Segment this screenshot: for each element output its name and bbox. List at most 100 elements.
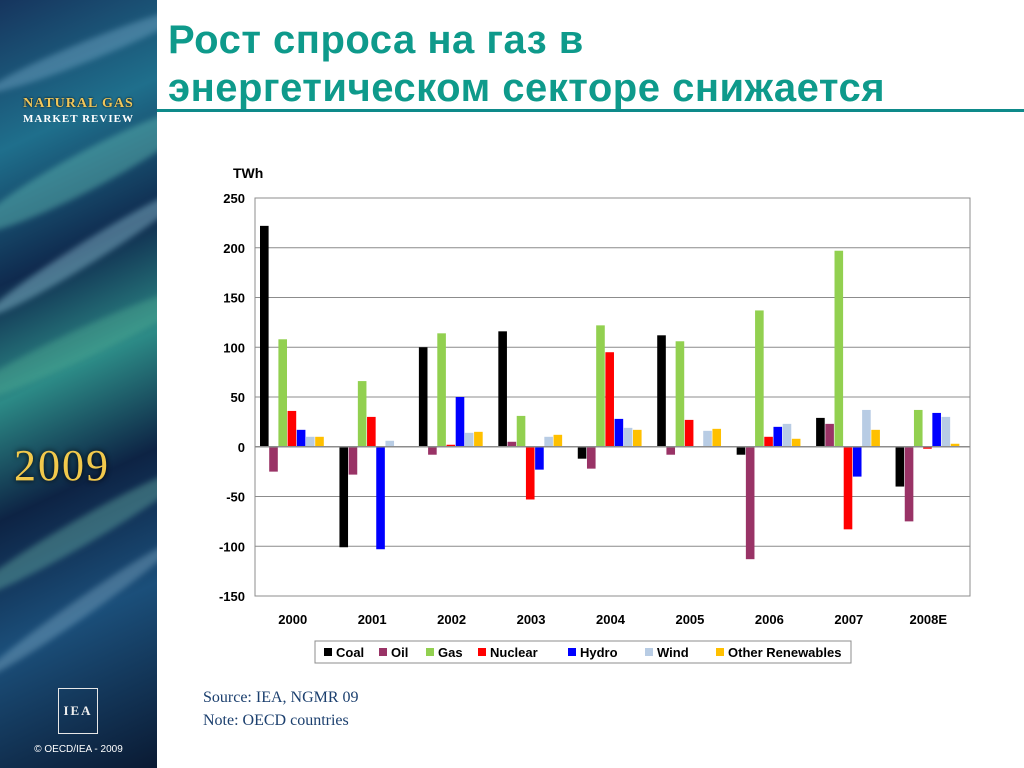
bar (357, 381, 367, 447)
title-line-1: Рост спроса на газ в (168, 18, 584, 62)
y-tick-label: 200 (223, 241, 245, 256)
bar (773, 426, 783, 447)
title-line-2: энергетическом секторе снижается (168, 66, 886, 110)
bar (306, 436, 315, 447)
legend-label: Gas (438, 645, 463, 660)
bar (535, 446, 544, 470)
legend-label: Other Renewables (728, 645, 841, 660)
edition-year: 2009 (14, 441, 110, 490)
bar (525, 446, 535, 500)
copyright-text: © OECD/IEA - 2009 (34, 744, 123, 755)
bar (862, 409, 871, 447)
y-tick-label: 50 (231, 390, 245, 405)
y-tick-label: 250 (223, 191, 245, 206)
legend-swatch (324, 648, 332, 656)
bar (287, 410, 297, 447)
y-tick-label: -50 (226, 490, 245, 505)
bar (367, 416, 376, 447)
page-title: Рост спроса на газ в энергетическом сект… (168, 16, 1008, 112)
note-text: Note: OECD countries (203, 712, 349, 729)
legend-label: Coal (336, 645, 364, 660)
bar (498, 331, 507, 447)
bar (632, 429, 642, 447)
bar (736, 446, 746, 455)
bar (596, 325, 605, 447)
legend-label: Oil (391, 645, 408, 660)
legend-label: Hydro (580, 645, 618, 660)
bar (605, 352, 614, 447)
bar (755, 310, 764, 447)
bar (791, 438, 801, 447)
title-divider (157, 109, 1024, 112)
bar (895, 446, 905, 487)
bar (455, 397, 465, 447)
legend-swatch (716, 648, 724, 656)
bar (852, 446, 862, 477)
bar (675, 341, 685, 447)
bar (703, 430, 712, 447)
bar (843, 446, 853, 530)
legend-swatch (426, 648, 434, 656)
bar (269, 446, 278, 472)
bar (586, 446, 596, 469)
y-tick-label: 100 (223, 340, 245, 355)
bar (871, 429, 880, 447)
bar (816, 417, 825, 447)
source-text: Source: IEA, NGMR 09 (203, 689, 359, 706)
bar (278, 339, 287, 447)
bar (516, 415, 526, 447)
bar (923, 446, 932, 449)
x-tick-label: 2003 (517, 612, 546, 627)
x-tick-label: 2008E (909, 612, 947, 627)
bar (315, 436, 324, 447)
brand-line-1: NATURAL GAS (23, 96, 134, 111)
bar (348, 446, 358, 475)
bar (296, 429, 306, 447)
brand-title: NATURAL GAS MARKET REVIEW (0, 96, 157, 125)
bar (745, 446, 755, 560)
legend-swatch (645, 648, 653, 656)
bar (764, 436, 773, 447)
y-tick-label: -100 (219, 539, 245, 554)
bar (657, 335, 666, 447)
bar (932, 412, 941, 447)
bar (782, 423, 792, 447)
x-tick-label: 2006 (755, 612, 784, 627)
bar (474, 431, 483, 447)
bar (623, 427, 633, 447)
brand-line-2: MARKET REVIEW (23, 113, 134, 125)
bar (437, 333, 446, 447)
bar (553, 434, 563, 447)
legend-swatch (379, 648, 387, 656)
bar (418, 347, 428, 447)
bar (544, 436, 553, 447)
bar (825, 423, 834, 447)
bar (684, 419, 694, 447)
bar (904, 446, 914, 522)
bar (428, 446, 437, 455)
bar (712, 428, 722, 447)
legend-label: Nuclear (490, 645, 538, 660)
y-axis-label: TWh (233, 165, 263, 181)
sidebar-banner: NATURAL GAS MARKET REVIEW 2009 IEA © OEC… (0, 0, 157, 768)
x-tick-label: 2002 (437, 612, 466, 627)
bar (464, 432, 474, 447)
bar (941, 416, 951, 447)
x-tick-label: 2004 (596, 612, 626, 627)
bar (446, 444, 456, 447)
x-tick-label: 2001 (358, 612, 387, 627)
source-notes: Source: IEA, NGMR 09 Note: OECD countrie… (203, 686, 359, 732)
legend-label: Wind (657, 645, 689, 660)
iea-logo: IEA (58, 688, 98, 734)
legend-box (314, 640, 852, 664)
bar-chart: 250 200 150 100 50 0 -50 -100 -150 TWh 2000 2001 200… (219, 165, 971, 664)
bar (913, 409, 923, 447)
x-tick-label: 2007 (834, 612, 863, 627)
bar (834, 250, 844, 447)
bar (385, 440, 395, 447)
x-tick-label: 2005 (675, 612, 704, 627)
legend-swatch (478, 648, 486, 656)
bar (376, 446, 385, 550)
y-tick-label: 150 (223, 291, 245, 306)
legend-swatch (568, 648, 576, 656)
